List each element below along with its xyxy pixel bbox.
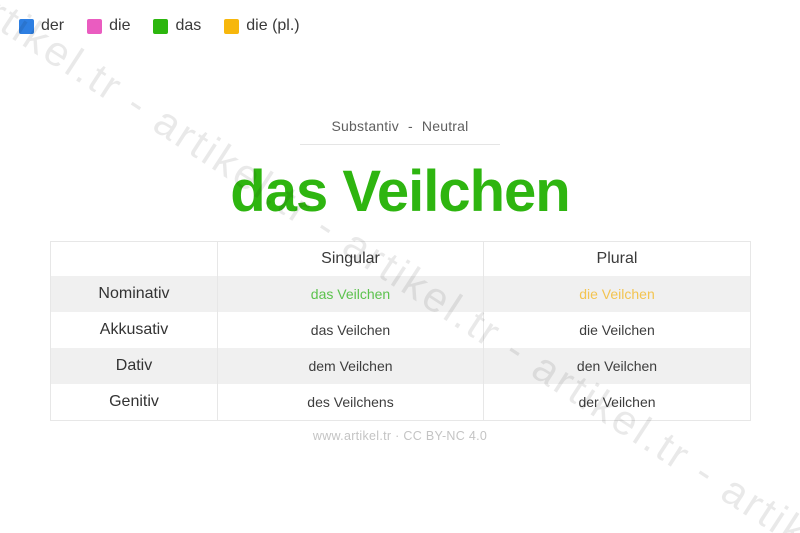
- legend-item-das: das: [153, 17, 201, 35]
- table-header-row: Singular Plural: [50, 241, 751, 276]
- table-row-dativ: Dativ dem Veilchen den Veilchen: [50, 348, 751, 384]
- der-color-swatch: [19, 18, 34, 34]
- word-type-subtitle: Substantiv - Neutral: [331, 118, 469, 134]
- case-label-genitiv: Genitiv: [50, 384, 218, 421]
- die-plural-color-swatch: [224, 18, 240, 34]
- legend-item-der: der: [19, 17, 64, 35]
- akkusativ-singular-value: das Veilchen: [217, 312, 484, 348]
- column-header-plural: Plural: [483, 241, 751, 276]
- nominativ-singular-value: das Veilchen: [217, 276, 484, 312]
- table-row-genitiv: Genitiv des Veilchens der Veilchen: [50, 384, 751, 421]
- dativ-plural-value: den Veilchen: [483, 348, 751, 384]
- case-label-dativ: Dativ: [50, 348, 218, 384]
- declension-table: Singular Plural Nominativ das Veilchen d…: [50, 241, 751, 421]
- subtitle-divider: [300, 144, 500, 145]
- legend-item-die: die: [87, 17, 130, 35]
- article-color-legend: der die das die (pl.): [19, 17, 300, 35]
- die-color-swatch: [87, 18, 103, 34]
- column-header-singular: Singular: [217, 241, 484, 276]
- column-header-case: [50, 241, 218, 276]
- dativ-singular-value: dem Veilchen: [217, 348, 484, 384]
- das-color-swatch: [153, 18, 169, 34]
- table-row-nominativ: Nominativ das Veilchen die Veilchen: [50, 276, 751, 312]
- legend-label-der: der: [41, 17, 65, 34]
- legend-label-das: das: [175, 17, 202, 34]
- table-row-akkusativ: Akkusativ das Veilchen die Veilchen: [50, 312, 751, 348]
- page-title: das Veilchen: [230, 159, 570, 224]
- akkusativ-plural-value: die Veilchen: [483, 312, 751, 348]
- case-label-akkusativ: Akkusativ: [50, 312, 218, 348]
- genitiv-singular-value: des Veilchens: [217, 384, 484, 421]
- attribution-footer: www.artikel.tr · CC BY-NC 4.0: [312, 429, 488, 443]
- legend-label-die: die: [109, 17, 131, 34]
- legend-item-die-plural: die (pl.): [224, 17, 300, 35]
- nominativ-plural-value: die Veilchen: [483, 276, 751, 312]
- case-label-nominativ: Nominativ: [50, 276, 218, 312]
- legend-label-die-plural: die (pl.): [246, 17, 300, 34]
- genitiv-plural-value: der Veilchen: [483, 384, 751, 421]
